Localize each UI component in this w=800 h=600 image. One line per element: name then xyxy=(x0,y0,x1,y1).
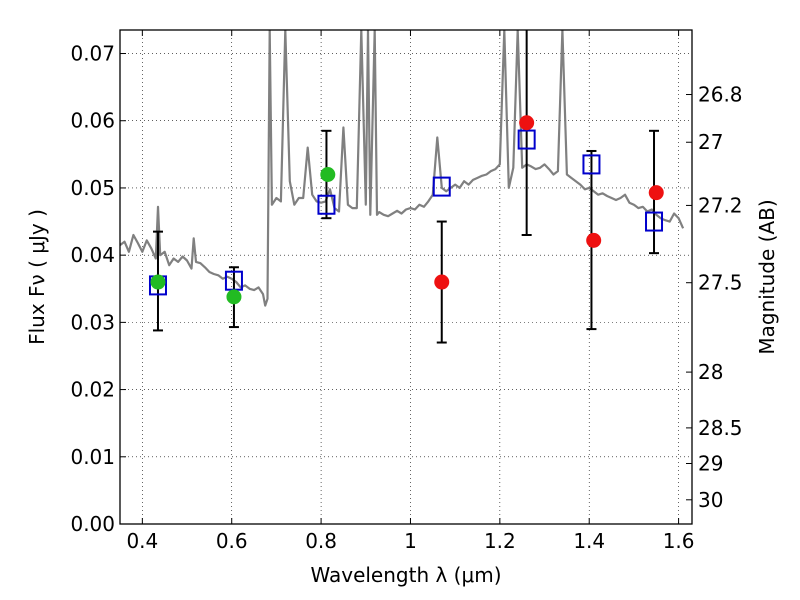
x-tick-label: 1.6 xyxy=(663,529,695,553)
model-photometry-square xyxy=(582,154,601,175)
x-tick-label: 0.8 xyxy=(305,529,337,553)
right-tick-label: 27.5 xyxy=(698,271,743,295)
y-tick-label: 0.06 xyxy=(70,109,115,133)
y-tick-label: 0.02 xyxy=(70,378,115,402)
right-tick-label: 28 xyxy=(698,360,723,384)
observed-flux-point xyxy=(586,232,602,248)
y-tick-label: 0.00 xyxy=(70,512,115,536)
model-spectrum-layer xyxy=(120,30,685,307)
y-tick-label: 0.07 xyxy=(70,42,115,66)
observed-flux-point xyxy=(150,274,166,290)
x-tick-label: 0.6 xyxy=(216,529,248,553)
y-tick-label: 0.05 xyxy=(70,176,115,200)
y-axis-label: Flux Fν ( μJy ) xyxy=(25,209,49,345)
model-photometry-square xyxy=(517,129,536,150)
x-tick-label: 1 xyxy=(404,529,417,553)
right-tick-label: 28.5 xyxy=(698,416,743,440)
y-tick-label: 0.01 xyxy=(70,445,115,469)
x-tick-label: 1.2 xyxy=(484,529,516,553)
plot-area-background xyxy=(120,30,692,524)
right-axis-label: Magnitude (AB) xyxy=(755,199,779,354)
model-spectrum-line xyxy=(120,30,685,307)
observed-flux-point xyxy=(320,167,336,183)
right-tick-label: 26.8 xyxy=(698,83,743,107)
axis-ticks: 0.4 0.6 0.8 1 1.2 1.4 1.6 0.00 0.01 0.02 0.03 0.04 0… xyxy=(70,30,743,553)
observed-flux-point xyxy=(648,185,664,201)
x-tick-label: 1.4 xyxy=(573,529,605,553)
y-tick-label: 0.04 xyxy=(70,243,115,267)
x-axis-label: Wavelength λ (μm) xyxy=(310,563,501,587)
plot-frame xyxy=(119,29,693,525)
right-tick-label: 27.2 xyxy=(698,193,743,217)
grid-lines xyxy=(120,30,692,524)
y-tick-label: 0.03 xyxy=(70,310,115,334)
data-points-layer xyxy=(148,115,664,305)
observed-flux-point xyxy=(434,274,450,290)
x-tick-label: 0.4 xyxy=(126,529,158,553)
observed-flux-point xyxy=(226,289,242,305)
observed-flux-point xyxy=(519,115,535,131)
model-photometry-square xyxy=(432,176,451,197)
right-tick-label: 29 xyxy=(698,452,723,476)
right-tick-label: 30 xyxy=(698,488,723,512)
model-photometry-square xyxy=(317,194,336,215)
right-tick-label: 27 xyxy=(698,130,723,154)
model-photometry-square xyxy=(645,211,664,232)
